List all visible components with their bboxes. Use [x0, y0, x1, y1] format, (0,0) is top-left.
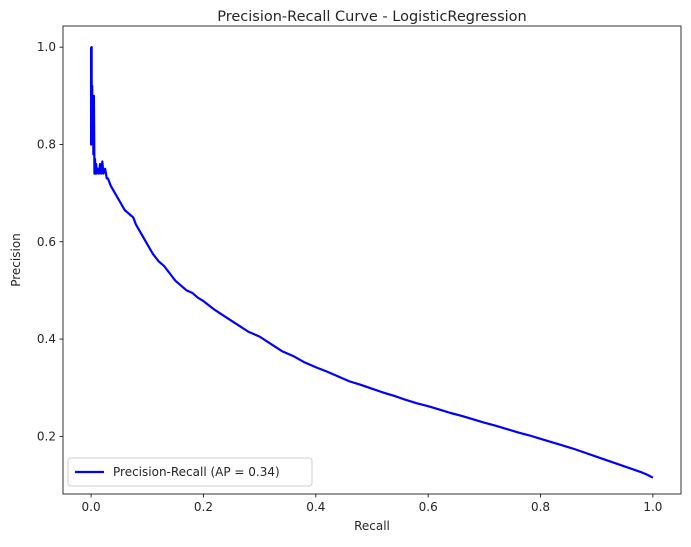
legend: Precision-Recall (AP = 0.34) [67, 457, 313, 487]
x-tick-label: 0.0 [82, 500, 101, 514]
y-tick-label: 1.0 [37, 40, 56, 54]
x-tick-label: 0.4 [306, 500, 325, 514]
x-tick-label: 0.8 [531, 500, 550, 514]
pr-curve-line [89, 46, 654, 479]
chart-title: Precision-Recall Curve - LogisticRegress… [217, 9, 527, 25]
plot-frame [62, 25, 682, 495]
y-tick-label: 0.4 [37, 332, 56, 346]
x-axis-ticks: 0.0 0.2 0.4 0.6 0.8 1.0 [82, 494, 662, 514]
x-axis-label: Recall [354, 519, 390, 533]
x-tick-label: 1.0 [643, 500, 662, 514]
legend-label: Precision-Recall (AP = 0.34) [113, 465, 280, 479]
y-axis-ticks: 0.2 0.4 0.6 0.8 1.0 [37, 40, 63, 443]
x-tick-label: 0.2 [194, 500, 213, 514]
legend-box [67, 457, 313, 487]
x-tick-label: 0.6 [419, 500, 438, 514]
y-tick-label: 0.8 [37, 137, 56, 151]
y-tick-label: 0.6 [37, 235, 56, 249]
plot-background [63, 26, 681, 494]
y-axis-label: Precision [9, 233, 23, 287]
y-tick-label: 0.2 [37, 429, 56, 443]
